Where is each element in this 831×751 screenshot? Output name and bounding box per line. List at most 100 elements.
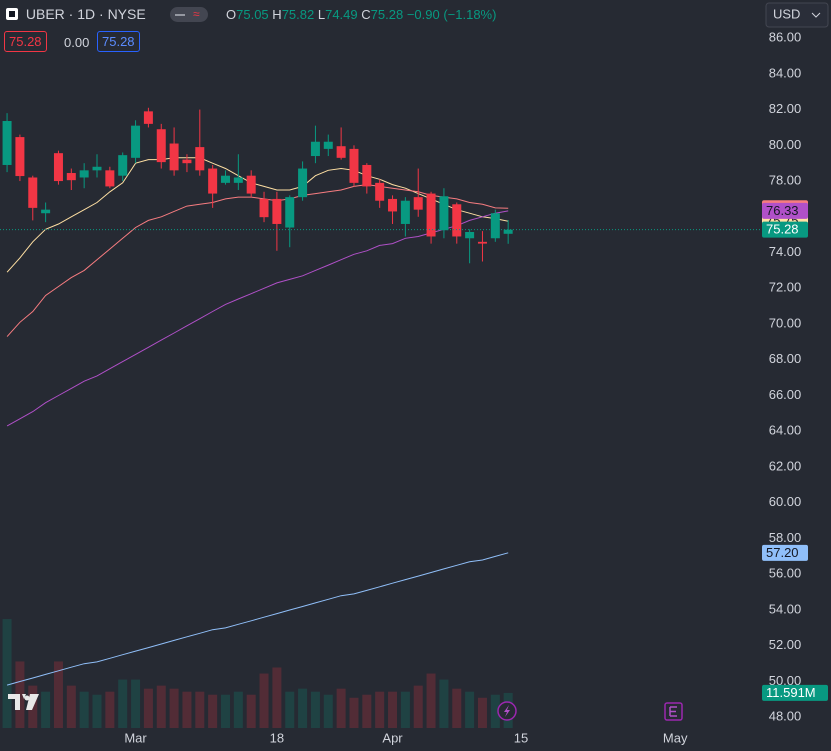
price-badge <box>762 221 808 238</box>
price-badge-label: 11.591M <box>766 685 816 700</box>
candle-body <box>349 148 359 183</box>
volume-bar <box>246 694 256 728</box>
sell-button[interactable]: 75.28 <box>4 31 47 52</box>
volume-bar <box>233 691 243 728</box>
currency-button[interactable] <box>765 2 829 28</box>
y-tick-label: 78.00 <box>769 172 802 187</box>
volume-bar <box>53 661 63 728</box>
events-icon[interactable] <box>497 701 517 721</box>
volume-bar <box>490 694 500 728</box>
volume-bar <box>362 694 372 728</box>
close-label: C <box>361 7 371 22</box>
candle-body <box>298 168 308 198</box>
candle-body <box>105 170 115 187</box>
volume-bar <box>131 679 141 728</box>
candle-body <box>156 129 166 163</box>
candle-body <box>259 198 269 218</box>
volume-bar <box>323 694 333 728</box>
candle-body <box>233 177 243 183</box>
price-badge <box>762 202 808 219</box>
volume-bar <box>118 679 128 728</box>
candle-body <box>208 168 218 194</box>
candle-body <box>400 200 410 224</box>
close-value: 75.28 <box>370 7 404 22</box>
low-label: L <box>317 7 326 22</box>
candle-body <box>323 141 333 149</box>
y-tick-label: 74.00 <box>769 244 802 259</box>
volume-bar <box>208 694 218 728</box>
tradingview-logo <box>8 694 39 710</box>
volume-bar <box>79 691 89 728</box>
y-tick-label: 52.00 <box>769 637 802 652</box>
y-tick-label: 82.00 <box>769 101 802 116</box>
candle-body <box>92 166 102 171</box>
x-tick-label: May <box>663 730 688 745</box>
volume-bar <box>375 691 385 728</box>
change: −0.90 (−1.18%) <box>406 7 497 22</box>
y-tick-label: 72.00 <box>769 280 802 295</box>
y-tick-label: 80.00 <box>769 137 802 152</box>
candle-body <box>413 197 423 210</box>
candle-body <box>477 241 487 244</box>
volume-bar <box>105 691 115 728</box>
volume-bar <box>465 691 475 728</box>
moving-average-line <box>6 157 509 273</box>
volume-bar <box>143 688 153 728</box>
y-tick-label: 64.00 <box>769 423 802 438</box>
volume-bar <box>452 688 462 728</box>
volume-bar <box>156 685 166 728</box>
x-tick-label: Apr <box>382 730 403 745</box>
y-tick-label: 68.00 <box>769 351 802 366</box>
volume-bar <box>169 688 179 728</box>
volume-bar <box>477 697 487 728</box>
x-tick-label: Mar <box>124 730 147 745</box>
candle-body <box>182 159 192 164</box>
y-tick-label: 66.00 <box>769 387 802 402</box>
candle-body <box>195 147 205 171</box>
candle-body <box>28 177 38 208</box>
y-tick-label: 86.00 <box>769 30 802 45</box>
price-badge <box>762 684 828 701</box>
currency-label[interactable]: USD <box>773 6 800 21</box>
y-tick-label: 70.00 <box>769 315 802 330</box>
volume-bar <box>2 619 12 728</box>
price-badge-label: 76.33 <box>766 203 799 218</box>
symbol-row: UBER · 1D · NYSE <box>6 6 146 22</box>
volume-bar <box>272 667 282 728</box>
candle-body <box>15 137 25 177</box>
open-label: O <box>226 7 237 22</box>
candle-body <box>375 182 385 201</box>
ohlc-row: O75.05 H75.82 L74.49 C75.28 −0.90 (−1.18… <box>226 7 496 22</box>
symbol[interactable]: UBER · 1D · NYSE <box>25 6 146 22</box>
volume-bar <box>426 673 436 728</box>
earnings-icon[interactable] <box>664 702 683 721</box>
volume-bar <box>66 685 76 728</box>
price-axis <box>760 0 831 751</box>
open-value: 75.05 <box>236 7 269 22</box>
y-tick-label: 50.00 <box>769 673 802 688</box>
volume-bar <box>336 688 346 728</box>
candle-body <box>465 232 475 239</box>
candle-body <box>2 121 12 165</box>
volume-bar <box>413 685 423 728</box>
price-badge-label: 57.20 <box>766 545 799 560</box>
candle-body <box>362 164 372 187</box>
candle-body <box>143 111 153 124</box>
x-tick-label: 18 <box>270 730 284 745</box>
volume-bar <box>388 691 398 728</box>
moving-average-line <box>6 552 509 686</box>
spread: 0.00 <box>64 35 90 50</box>
volume-bar <box>41 691 51 728</box>
candle-body <box>336 146 346 158</box>
volume-bar <box>220 694 230 728</box>
candle-body <box>503 229 513 234</box>
indicator-toggle[interactable]: ≈ <box>170 7 208 22</box>
candle-body <box>118 155 128 176</box>
buy-button[interactable]: 75.28 <box>97 31 140 52</box>
price-badge <box>762 544 808 561</box>
y-tick-label: 54.00 <box>769 601 802 616</box>
volume-bar <box>400 691 410 728</box>
volume-bar <box>92 694 102 728</box>
candle-body <box>41 209 51 214</box>
